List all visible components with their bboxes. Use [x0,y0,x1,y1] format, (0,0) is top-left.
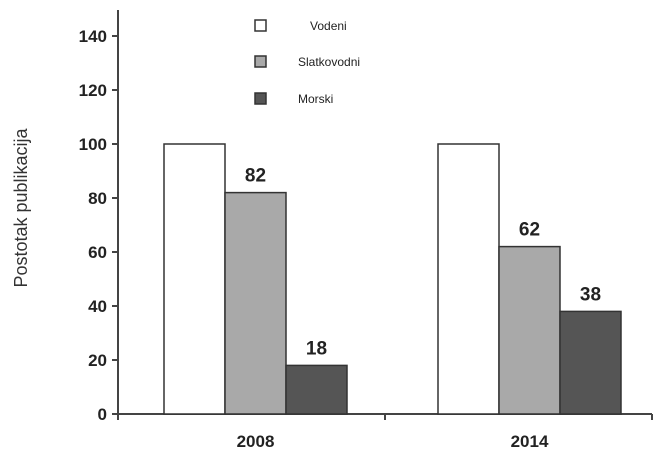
bar [163,143,226,415]
y-tick-label: 140 [79,27,107,46]
bar [498,245,561,415]
bar [285,364,348,415]
y-tick-label: 20 [88,351,107,370]
y-tick-label: 80 [88,189,107,208]
legend-swatch [254,19,267,32]
y-tick-label: 0 [98,405,107,424]
bar [559,310,622,415]
legend-label: Morski [298,92,333,106]
bar [224,191,287,415]
legend-swatch [254,55,267,68]
y-tick-label: 120 [79,81,107,100]
data-label: 38 [580,284,601,305]
legend-label: Vodeni [310,19,347,33]
y-tick-label: 40 [88,297,107,316]
bar [437,143,500,415]
y-axis: 0 20 40 60 80 100 120 140 [79,10,119,424]
data-labels: 82 18 62 38 [245,166,601,360]
bars [163,143,622,415]
x-tick-label: 2008 [237,432,275,451]
legend-swatch [254,92,267,105]
x-tick-label: 2014 [511,432,549,451]
y-axis-title: Postotak publikacija [11,127,31,287]
y-tick-label: 100 [79,135,107,154]
data-label: 18 [306,338,327,359]
data-label: 62 [519,220,540,241]
data-label: 82 [245,166,266,187]
legend-label: Slatkovodni [298,55,360,69]
x-axis: 2008 2014 [117,413,653,451]
legend: Vodeni Slatkovodni Morski [254,19,360,106]
y-tick-label: 60 [88,243,107,262]
